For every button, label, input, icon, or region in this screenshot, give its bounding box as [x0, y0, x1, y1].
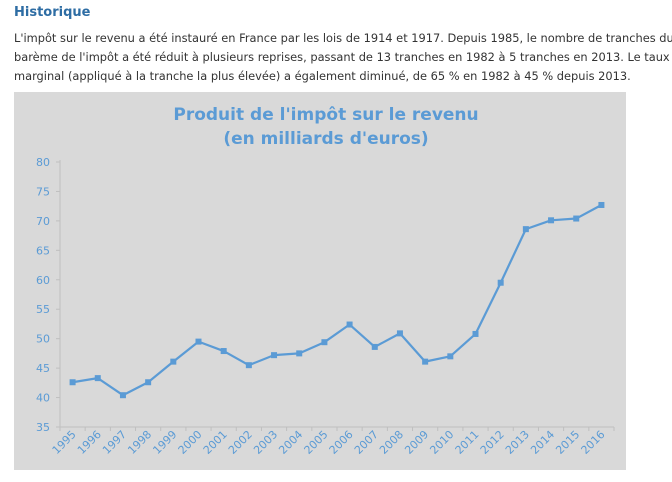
data-point	[170, 358, 177, 365]
y-tick-label: 70	[36, 215, 50, 228]
x-tick-label: 2004	[276, 428, 305, 457]
x-tick-label: 2000	[176, 428, 205, 457]
x-tick-label: 2015	[553, 428, 582, 457]
data-point	[245, 362, 252, 369]
x-tick-label: 1996	[75, 428, 104, 457]
paragraph-line: L'impôt sur le revenu a été instauré en …	[14, 31, 672, 45]
data-point	[346, 321, 353, 328]
x-tick-label: 1995	[50, 428, 79, 457]
x-tick-label: 2011	[453, 428, 482, 457]
data-point	[271, 352, 278, 359]
y-tick-label: 65	[36, 244, 50, 257]
x-tick-label: 2003	[251, 428, 280, 457]
data-point	[94, 375, 101, 382]
x-tick-label: 2001	[201, 428, 230, 457]
income-tax-chart: Produit de l'impôt sur le revenu (en mil…	[14, 92, 626, 470]
data-point	[522, 226, 529, 233]
x-tick-label: 2014	[528, 428, 557, 457]
x-tick-label: 2007	[352, 428, 381, 457]
x-tick-label: 2013	[503, 428, 532, 457]
data-point	[497, 279, 504, 286]
data-point	[472, 330, 479, 337]
y-tick-label: 80	[36, 156, 50, 169]
x-tick-label: 2006	[327, 428, 356, 457]
data-point	[321, 339, 328, 346]
data-point	[573, 215, 580, 222]
y-tick-label: 50	[36, 333, 50, 346]
chart-title-line-1: Produit de l'impôt sur le revenu	[173, 105, 478, 125]
x-tick-label: 2010	[427, 428, 456, 457]
x-tick-label: 1999	[150, 428, 179, 457]
data-point	[371, 343, 378, 350]
x-tick-label: 1998	[125, 428, 154, 457]
data-point	[548, 217, 555, 224]
y-tick-label: 60	[36, 274, 50, 287]
data-point	[598, 201, 605, 208]
x-tick-label: 2016	[579, 428, 608, 457]
paragraph-line: barème de l'impôt a été réduit à plusieu…	[14, 50, 670, 64]
section-heading: Historique	[14, 5, 91, 20]
axes: 35 40 45 50 55 60 65 70 75 80 19951996199719981999…	[36, 156, 615, 457]
data-point	[396, 330, 403, 337]
y-tick-label: 45	[36, 362, 50, 375]
x-tick-label: 2008	[377, 428, 406, 457]
section-paragraph: L'impôt sur le revenu a été instauré en …	[14, 29, 672, 86]
paragraph-line: marginal (appliqué à la tranche la plus …	[14, 69, 631, 83]
data-point	[145, 379, 152, 386]
series-layer	[69, 201, 605, 399]
chart-canvas: Produit de l'impôt sur le revenu (en mil…	[36, 105, 615, 457]
data-point	[195, 338, 202, 345]
data-point	[119, 392, 126, 399]
series-line	[72, 204, 602, 397]
x-tick-label: 1997	[100, 428, 129, 457]
data-point	[220, 348, 227, 355]
data-point	[447, 353, 454, 360]
data-point	[69, 379, 76, 386]
data-point	[422, 358, 429, 365]
x-tick-label: 2009	[402, 428, 431, 457]
x-tick-label: 2002	[226, 428, 255, 457]
data-point	[296, 350, 303, 357]
x-tick-label: 2005	[302, 428, 331, 457]
chart-title-line-2: (en milliards d'euros)	[223, 129, 428, 149]
x-tick-label: 2012	[478, 428, 507, 457]
y-tick-label: 75	[36, 185, 50, 198]
y-tick-label: 40	[36, 392, 50, 405]
y-tick-label: 55	[36, 303, 50, 316]
y-tick-label: 35	[36, 421, 50, 434]
